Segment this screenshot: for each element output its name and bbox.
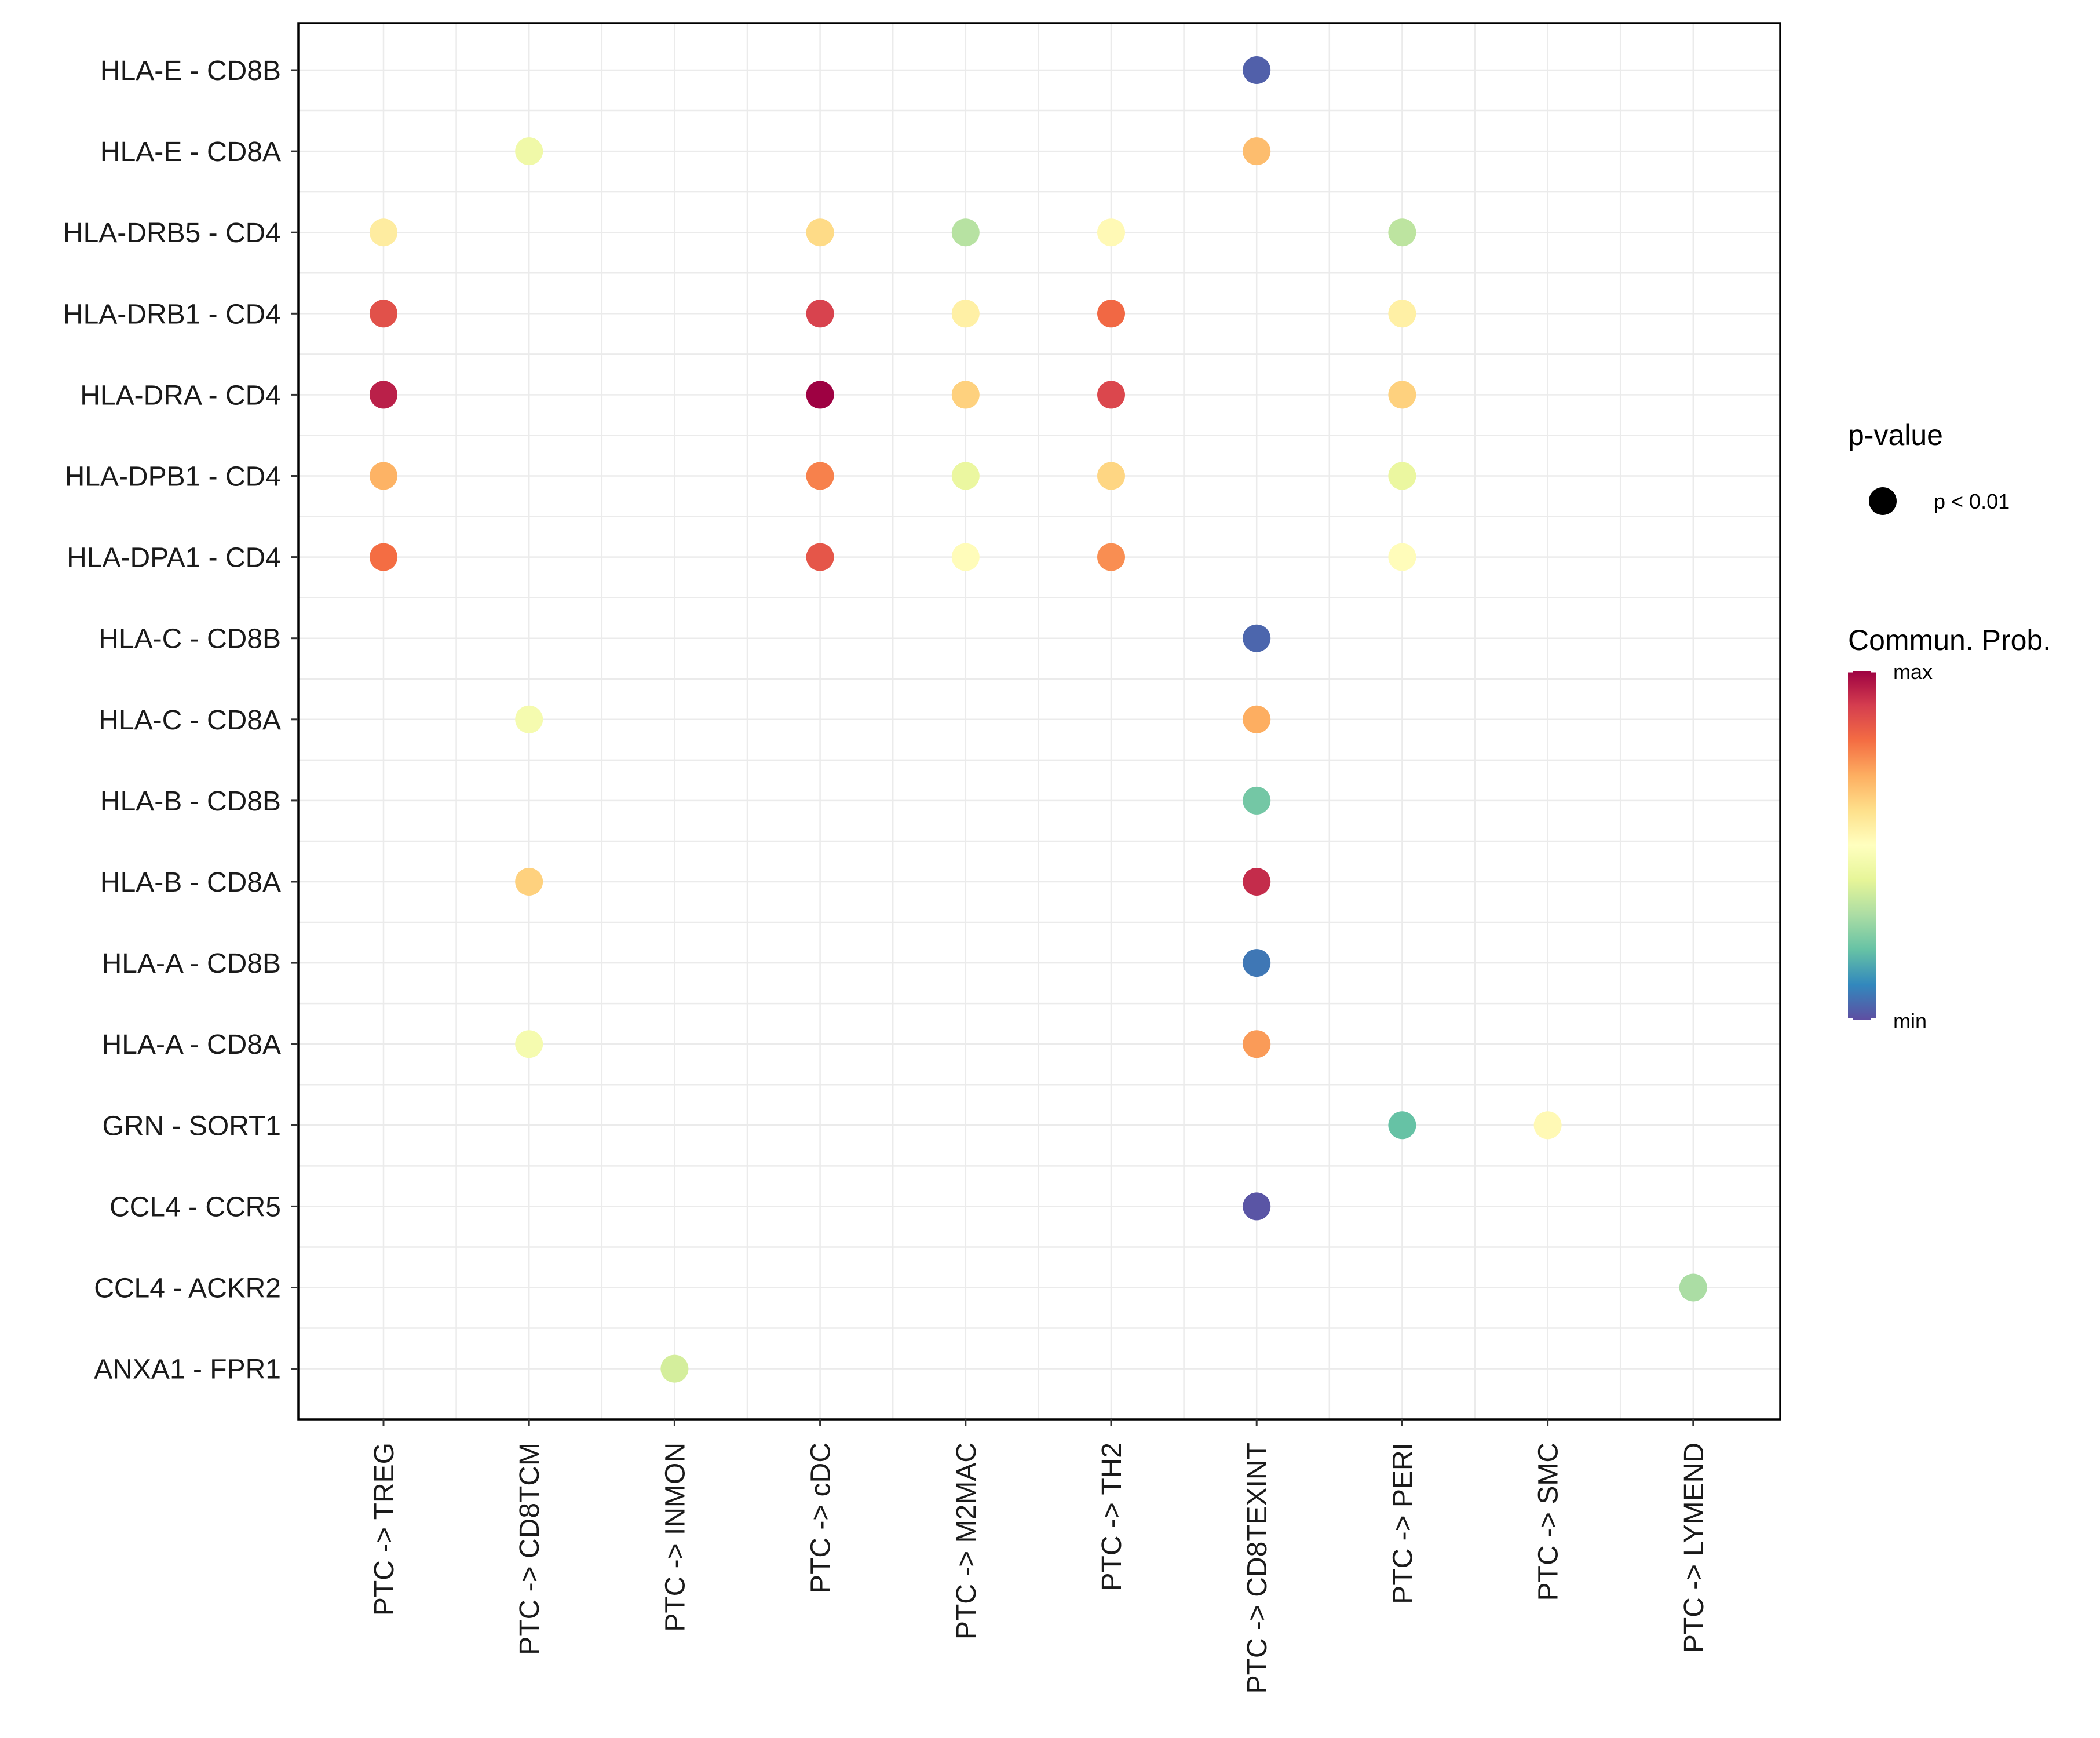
- data-point: [1679, 1273, 1707, 1302]
- data-point: [1243, 949, 1271, 977]
- colorbar: [1848, 671, 1876, 1020]
- x-tick-label: PTC -> INMON: [660, 1443, 691, 1632]
- data-point: [1243, 1192, 1271, 1221]
- color-legend-title: Commun. Prob.: [1848, 624, 2051, 656]
- x-tick-label: PTC -> SMC: [1533, 1443, 1564, 1601]
- colorbar-min-label: min: [1893, 1009, 1927, 1033]
- data-point: [1097, 300, 1125, 328]
- data-point: [660, 1354, 689, 1383]
- data-point: [806, 543, 834, 571]
- data-point: [1533, 1111, 1562, 1140]
- y-tick-label: HLA-DRA - CD4: [80, 380, 281, 411]
- size-legend-key-dot: [1869, 487, 1897, 515]
- y-tick-label: HLA-DRB1 - CD4: [63, 299, 281, 330]
- y-tick-label: HLA-C - CD8B: [98, 624, 281, 655]
- data-point: [951, 381, 980, 409]
- data-point: [1097, 462, 1125, 490]
- data-point: [1097, 381, 1125, 409]
- data-point: [951, 218, 980, 247]
- data-point: [806, 462, 834, 490]
- data-point: [951, 462, 980, 490]
- y-tick-label: HLA-C - CD8A: [98, 705, 281, 736]
- data-point: [1388, 381, 1416, 409]
- data-point: [806, 218, 834, 247]
- y-tick-label: HLA-E - CD8B: [100, 56, 281, 86]
- data-point: [515, 1030, 543, 1058]
- data-point: [1243, 624, 1271, 652]
- data-point: [951, 300, 980, 328]
- data-point: [1388, 1111, 1416, 1140]
- data-point: [1243, 786, 1271, 815]
- data-point: [1243, 56, 1271, 84]
- data-point: [515, 705, 543, 733]
- y-tick-label: HLA-B - CD8B: [100, 786, 281, 817]
- y-tick-label: HLA-DPA1 - CD4: [67, 543, 281, 574]
- x-tick-label: PTC -> PERI: [1387, 1443, 1418, 1604]
- y-tick-label: HLA-A - CD8A: [102, 1029, 281, 1060]
- colorbar-max-label: max: [1893, 660, 1933, 684]
- data-point: [1388, 300, 1416, 328]
- x-tick-label: PTC -> TH2: [1097, 1443, 1127, 1591]
- data-point: [370, 300, 397, 328]
- x-tick-label: PTC -> TREG: [369, 1443, 400, 1616]
- data-point: [1097, 218, 1125, 247]
- data-point: [1388, 218, 1416, 247]
- x-axis: PTC -> TREG PTC -> CD8TCM PTC -> INMON PTC …: [369, 1419, 1710, 1693]
- size-legend-title: p-value: [1848, 419, 1943, 451]
- y-tick-label: ANXA1 - FPR1: [94, 1354, 281, 1385]
- y-tick-label: HLA-B - CD8A: [100, 867, 281, 898]
- data-point: [806, 381, 834, 409]
- y-tick-label: HLA-DRB5 - CD4: [63, 218, 281, 249]
- data-point: [370, 381, 397, 409]
- data-points: [370, 56, 1707, 1383]
- data-point: [515, 137, 543, 166]
- y-tick-label: HLA-E - CD8A: [100, 137, 281, 167]
- y-tick-label: GRN - SORT1: [103, 1111, 281, 1141]
- grid-lines: [298, 23, 1780, 1419]
- data-point: [370, 543, 397, 571]
- data-point: [1243, 137, 1271, 166]
- data-point: [806, 300, 834, 328]
- data-point: [1388, 543, 1416, 571]
- data-point: [1243, 868, 1271, 896]
- x-tick-label: PTC -> M2MAC: [951, 1443, 982, 1640]
- data-point: [1243, 705, 1271, 733]
- x-tick-label: PTC -> LYMEND: [1679, 1443, 1710, 1653]
- x-tick-label: PTC -> CD8TEXINT: [1242, 1443, 1273, 1693]
- data-point: [1243, 1030, 1271, 1058]
- plot-panel-background: [298, 23, 1780, 1419]
- data-point: [1388, 462, 1416, 490]
- data-point: [951, 543, 980, 571]
- data-point: [370, 462, 397, 490]
- y-tick-label: HLA-A - CD8B: [102, 948, 281, 979]
- size-legend-label: p < 0.01: [1934, 490, 2010, 513]
- y-tick-label: CCL4 - CCR5: [109, 1192, 281, 1222]
- legend: p-value p < 0.01 Commun. Prob. max min: [1848, 419, 2051, 1033]
- x-tick-label: PTC -> cDC: [806, 1443, 837, 1593]
- plot-panel-border: [297, 22, 1781, 1421]
- data-point: [1097, 543, 1125, 571]
- y-axis: HLA-E - CD8B HLA-E - CD8A HLA-DRB5 - CD4 HL…: [63, 56, 298, 1385]
- y-tick-label: HLA-DPB1 - CD4: [65, 462, 281, 492]
- data-point: [515, 868, 543, 896]
- y-tick-label: CCL4 - ACKR2: [94, 1273, 281, 1304]
- data-point: [370, 218, 397, 247]
- x-tick-label: PTC -> CD8TCM: [514, 1443, 545, 1655]
